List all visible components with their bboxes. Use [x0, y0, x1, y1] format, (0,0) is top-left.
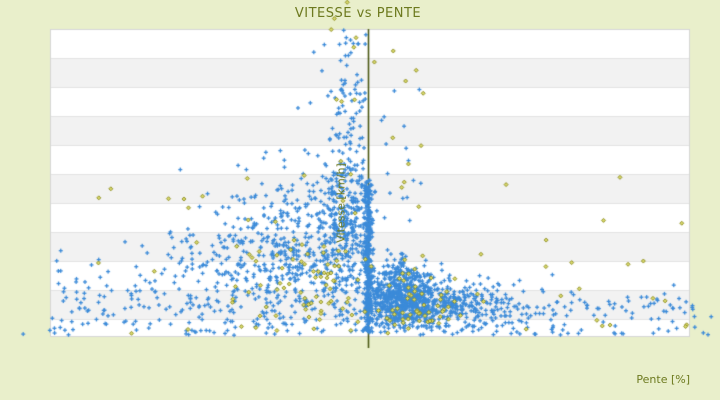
chart-title: VITESSE vs PENTE — [294, 6, 422, 21]
y-axis-title: Vitesse [km/h] — [334, 163, 348, 243]
x-axis-title: Pente [%] — [636, 373, 690, 386]
